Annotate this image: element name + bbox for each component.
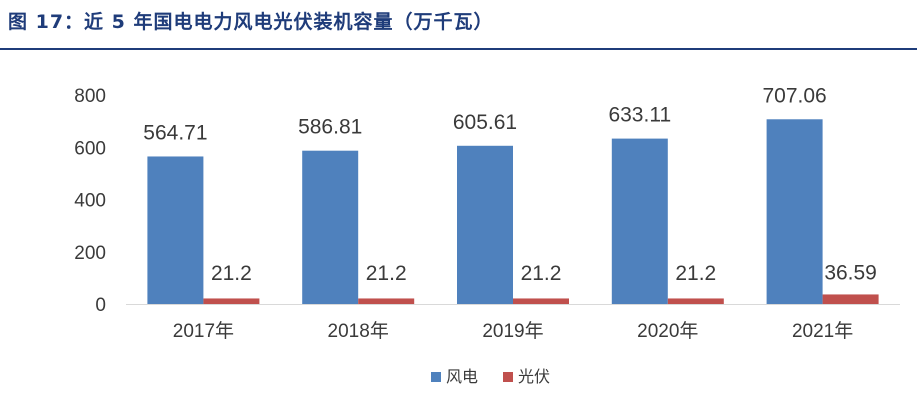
x-category-label: 2017年 (173, 320, 234, 342)
solar-bar (513, 298, 569, 304)
solar-bar (822, 294, 879, 304)
x-category-label: 2018年 (328, 320, 389, 342)
wind-value-label: 633.11 (608, 104, 671, 127)
solar-bar (667, 298, 724, 304)
y-tick-label: 0 (95, 295, 106, 316)
figure-title: 图 17：近 5 年国电电力风电光伏装机容量（万千瓦） (8, 11, 494, 33)
legend-wind-label: 风电 (446, 367, 478, 386)
wind-value-label: 707.06 (762, 84, 826, 107)
legend-solar-swatch (503, 372, 513, 382)
y-tick-label: 600 (74, 138, 106, 159)
y-tick-label: 200 (74, 243, 106, 264)
solar-value-label: 36.59 (824, 261, 877, 284)
legend-solar-label: 光伏 (518, 367, 550, 386)
wind-bar (147, 156, 204, 304)
x-category-label: 2020年 (637, 320, 698, 342)
wind-value-label: 605.61 (453, 111, 517, 134)
y-tick-label: 400 (74, 191, 106, 212)
solar-value-label: 21.2 (211, 262, 252, 285)
solar-value-label: 21.2 (675, 262, 716, 285)
wind-bar (766, 119, 823, 304)
wind-value-label: 586.81 (298, 116, 362, 139)
x-category-label: 2021年 (792, 320, 853, 342)
wind-bar (611, 138, 668, 304)
y-tick-label: 800 (74, 86, 106, 107)
wind-bar (302, 150, 359, 304)
solar-value-label: 21.2 (521, 262, 562, 285)
solar-value-label: 21.2 (366, 262, 407, 285)
solar-bar (358, 298, 415, 304)
solar-bar (203, 298, 260, 304)
wind-bar (457, 145, 513, 304)
title-underline (0, 48, 917, 50)
wind-value-label: 564.71 (143, 121, 207, 144)
x-category-label: 2019年 (482, 320, 543, 342)
legend-wind-swatch (431, 372, 441, 382)
